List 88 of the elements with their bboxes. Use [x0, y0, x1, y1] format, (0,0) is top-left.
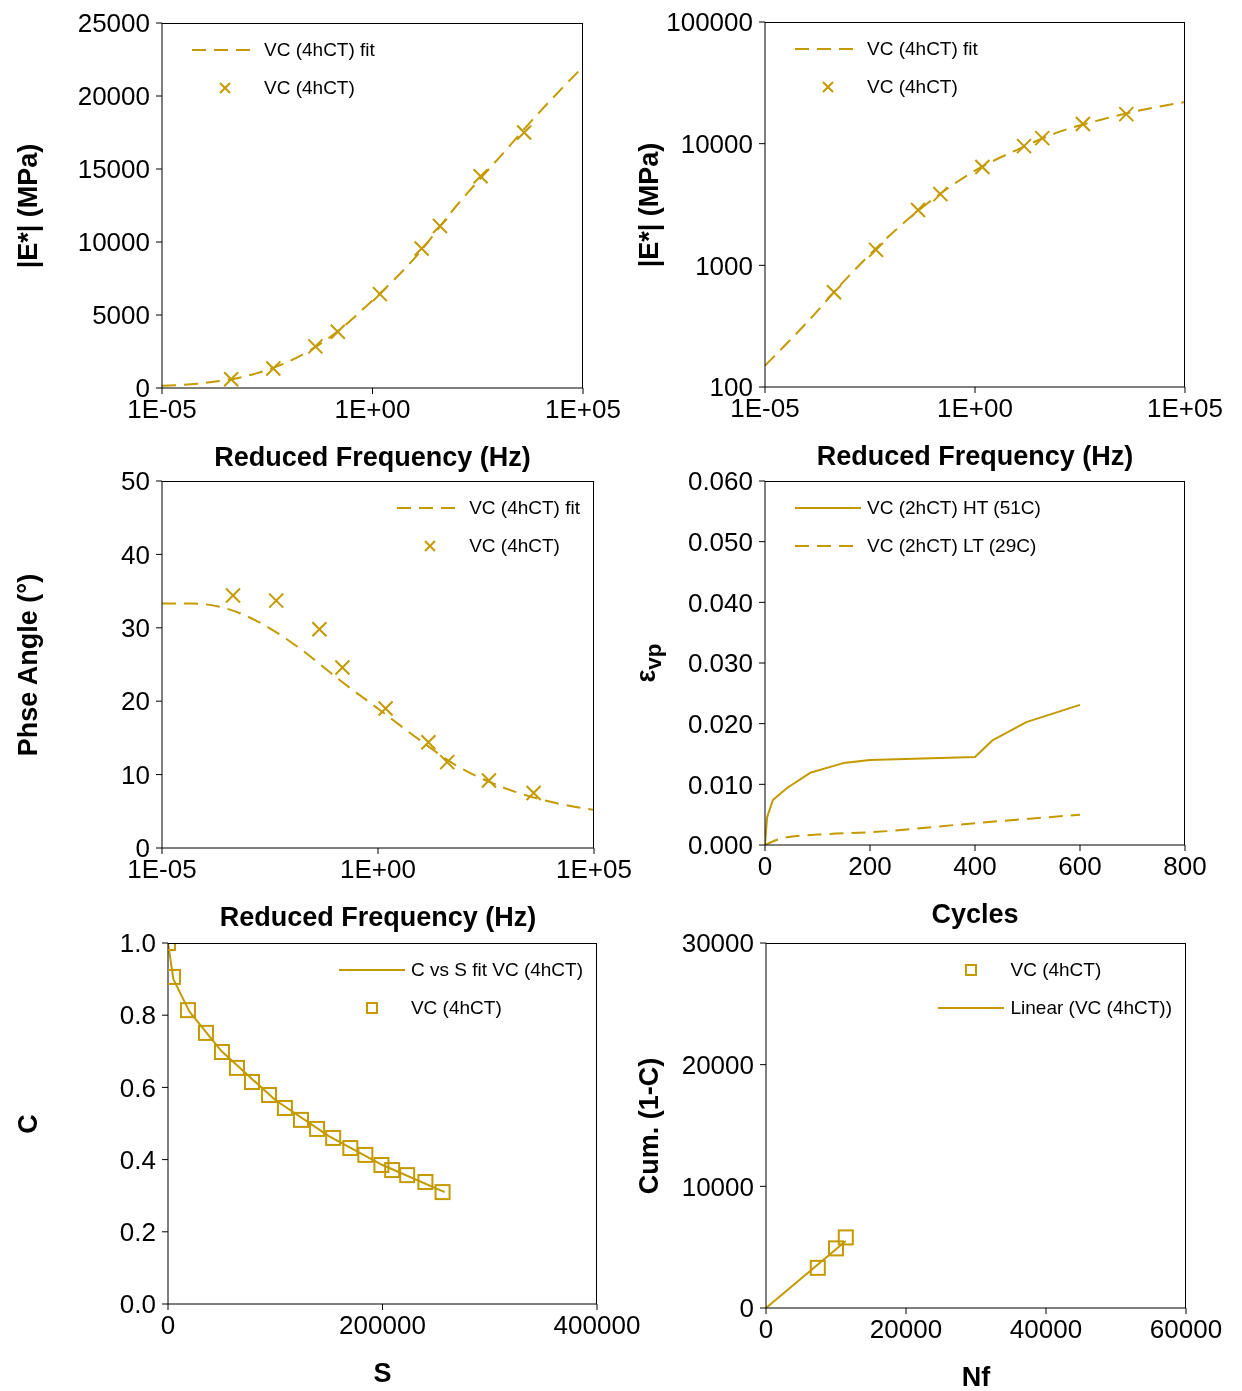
x-axis-title: Reduced Frequency (Hz) — [218, 902, 538, 933]
y-axis-title: Cum. (1-C) — [633, 1057, 665, 1194]
y-tick-label: 5000 — [92, 300, 150, 331]
y-tick-label: 0.0 — [119, 1289, 156, 1320]
point — [399, 1167, 416, 1184]
y-tick-label: 1.0 — [119, 928, 156, 959]
x-tick-label: 800 — [1163, 851, 1207, 882]
x-tick-label: 1E+00 — [334, 394, 411, 425]
point — [325, 1129, 342, 1146]
x-tick-label: 1E+05 — [1147, 393, 1223, 424]
point — [292, 1111, 309, 1128]
y-tick-label: 0.010 — [687, 769, 753, 800]
y-tick-label: 0.030 — [687, 648, 753, 679]
y-tick-label: 0.020 — [687, 708, 753, 739]
y-tick-label: 20000 — [77, 81, 150, 112]
legend-label: VC (2hCT) LT (29C) — [867, 535, 1037, 557]
legend-label: VC (4hCT) — [1010, 959, 1102, 981]
y-tick-label: 0.060 — [687, 466, 753, 497]
legend-label: VC (4hCT) — [410, 997, 502, 1019]
x-tick-label: 60000 — [1149, 1314, 1223, 1345]
y-tick-label: 40 — [121, 539, 150, 570]
x-tick-label: 20000 — [869, 1314, 943, 1345]
y-tick-label: 0.2 — [119, 1217, 156, 1248]
legend-label: VC (4hCT) — [264, 77, 355, 99]
x-axis-title: Cycles — [930, 899, 1020, 930]
y-tick-label: 25000 — [77, 8, 150, 39]
y-tick-label: 1000 — [695, 250, 753, 281]
legend-label: C vs S fit VC (4hCT) — [410, 959, 583, 981]
x-tick-label: 400 — [953, 851, 997, 882]
y-axis-title: |E*| (MPa) — [12, 143, 44, 268]
legend-label: VC (4hCT) fit — [469, 497, 580, 519]
y-tick-label: 50 — [121, 466, 150, 497]
x-axis-title: Nf — [960, 1362, 992, 1391]
y-tick-label: 10000 — [681, 1171, 754, 1202]
y-tick-label: 0.000 — [687, 830, 753, 861]
x-tick-label: 1E+05 — [556, 854, 632, 885]
y-tick-label: 100000 — [666, 7, 753, 38]
legend-label: Linear (VC (4hCT)) — [1010, 997, 1172, 1019]
legend-label: VC (4hCT) — [469, 535, 560, 557]
y-tick-label: 0.6 — [119, 1072, 156, 1103]
x-tick-label: 0 — [758, 1314, 774, 1345]
y-tick-label: 10000 — [680, 128, 753, 159]
y-tick-label: 10000 — [77, 227, 150, 258]
y-tick-label: 10 — [121, 759, 150, 790]
y-axis-title: C — [12, 1113, 44, 1134]
line-series — [765, 101, 1185, 367]
y-tick-label: 20 — [121, 686, 150, 717]
legend-label: VC (4hCT) — [867, 76, 958, 98]
x-tick-label: 400000 — [553, 1310, 641, 1341]
point — [213, 1044, 230, 1061]
legend-label: VC (2hCT) HT (51C) — [867, 497, 1041, 519]
y-tick-label: 30000 — [681, 928, 754, 959]
point — [228, 1059, 245, 1076]
x-axis-title: S — [372, 1358, 393, 1389]
y-axis-title: |E*| (MPa) — [633, 142, 665, 267]
point — [357, 1146, 374, 1163]
point — [261, 1086, 278, 1103]
x-tick-label: 1E+05 — [545, 394, 621, 425]
x-tick-label: 1E+00 — [937, 393, 1013, 424]
point — [434, 1184, 451, 1201]
y-tick-label: 0.4 — [119, 1144, 156, 1175]
point — [309, 1120, 326, 1137]
x-tick-label: 200 — [848, 851, 892, 882]
point — [384, 1162, 401, 1179]
point — [243, 1073, 260, 1090]
x-tick-label: 0 — [160, 1310, 176, 1341]
x-tick-label: 40000 — [1009, 1314, 1083, 1345]
x-tick-label: 600 — [1058, 851, 1102, 882]
point — [342, 1140, 359, 1157]
y-tick-label: 0.8 — [119, 1000, 156, 1031]
point — [276, 1099, 293, 1116]
legend-label: VC (4hCT) fit — [867, 38, 978, 60]
x-tick-label: 1E+00 — [340, 854, 416, 885]
y-tick-label: 20000 — [681, 1049, 754, 1080]
x-axis-title: Reduced Frequency (Hz) — [213, 442, 532, 473]
y-tick-label: 0.040 — [687, 587, 753, 618]
x-tick-label: 200000 — [339, 1310, 426, 1341]
y-tick-label: 30 — [121, 613, 150, 644]
legend-label: VC (4hCT) fit — [264, 39, 375, 61]
y-tick-label: 0.050 — [687, 526, 753, 557]
point — [417, 1173, 434, 1190]
y-tick-label: 15000 — [77, 154, 150, 185]
y-axis-title: Phse Angle (°) — [12, 573, 44, 756]
x-tick-label: 0 — [757, 851, 773, 882]
point — [197, 1024, 214, 1041]
x-axis-title: Reduced Frequency (Hz) — [815, 441, 1135, 472]
point — [373, 1157, 390, 1174]
point — [179, 1002, 196, 1019]
